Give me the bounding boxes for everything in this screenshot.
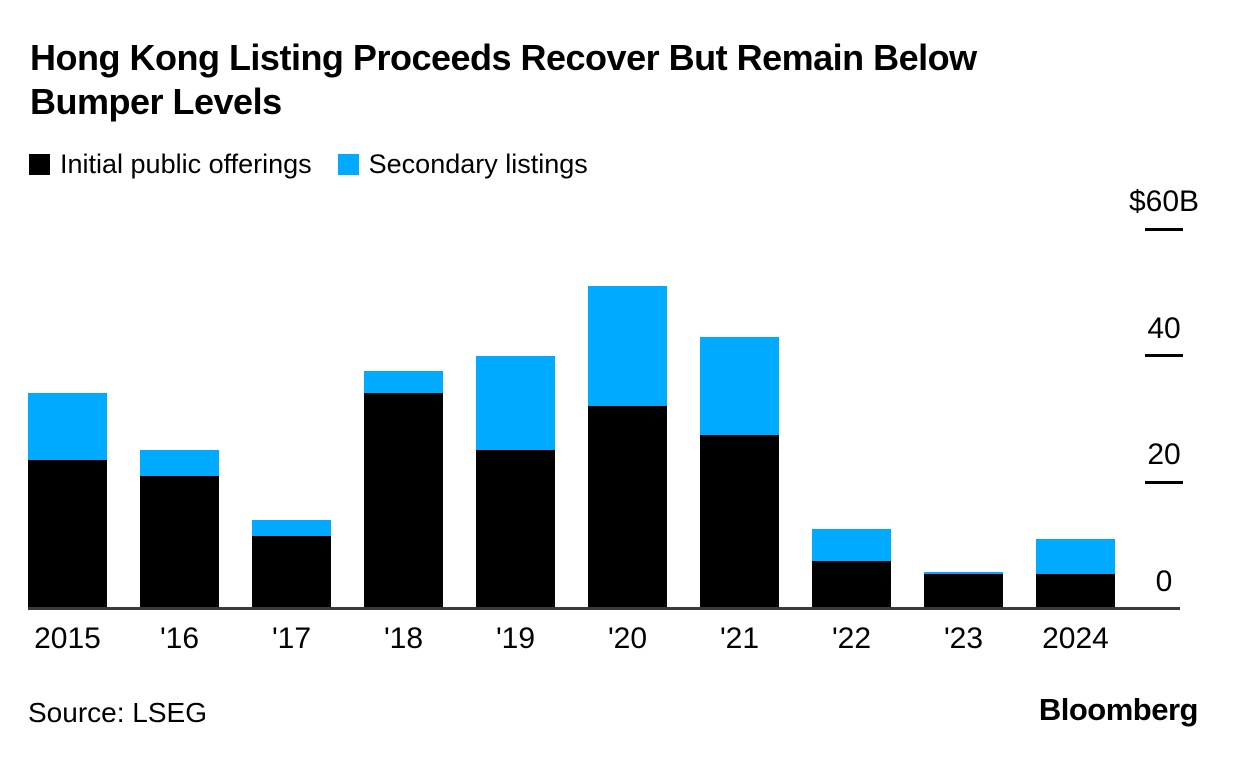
bar-segment-secondary-23 bbox=[924, 571, 1003, 574]
x-axis-label: '16 bbox=[159, 622, 200, 655]
x-axis-label: 2015 bbox=[34, 622, 101, 655]
bar-segment-ipo-23 bbox=[924, 573, 1003, 609]
x-axis-label: '18 bbox=[383, 622, 424, 655]
chart-title: Hong Kong Listing Proceeds Recover But R… bbox=[30, 37, 977, 122]
bar-segment-ipo-2015 bbox=[28, 459, 107, 609]
x-axis-label: 2024 bbox=[1042, 622, 1109, 655]
bar-segment-secondary-2015 bbox=[28, 393, 107, 460]
legend: Initial public offerings Secondary listin… bbox=[29, 151, 588, 178]
ipo-legend-swatch-icon bbox=[29, 154, 50, 175]
x-axis-label: '19 bbox=[495, 622, 536, 655]
x-axis-label: '22 bbox=[831, 622, 872, 655]
x-axis-label: '23 bbox=[943, 622, 984, 655]
bar-segment-secondary-21 bbox=[700, 336, 779, 435]
bar-segment-ipo-22 bbox=[812, 561, 891, 609]
bar-segment-secondary-22 bbox=[812, 529, 891, 562]
bar-segment-ipo-18 bbox=[364, 393, 443, 609]
bar-segment-ipo-17 bbox=[252, 535, 331, 609]
bar-segment-secondary-17 bbox=[252, 519, 331, 536]
y-axis-label: 40 bbox=[1147, 311, 1181, 345]
y-axis-tick bbox=[1145, 227, 1183, 231]
x-axis-label: '21 bbox=[719, 622, 760, 655]
legend-label: Initial public offerings bbox=[60, 149, 312, 179]
x-axis-label: '17 bbox=[271, 622, 312, 655]
bar-segment-secondary-18 bbox=[364, 371, 443, 394]
bar-segment-secondary-2024 bbox=[1036, 538, 1115, 574]
bar-segment-ipo-16 bbox=[140, 475, 219, 609]
legend-label: Secondary listings bbox=[368, 149, 588, 179]
bar-segment-ipo-2024 bbox=[1036, 573, 1115, 609]
secondary-legend-swatch-icon bbox=[337, 154, 359, 175]
bar-segment-secondary-20 bbox=[588, 285, 667, 407]
bar-segment-ipo-21 bbox=[700, 434, 779, 609]
legend-item-ipo: Initial public offerings bbox=[29, 151, 312, 178]
bar-segment-secondary-16 bbox=[140, 450, 219, 476]
bar-segment-ipo-20 bbox=[588, 406, 667, 609]
bar-segment-ipo-19 bbox=[476, 450, 555, 609]
y-axis-tick bbox=[1145, 354, 1183, 357]
x-axis-line bbox=[28, 607, 1180, 610]
bar-segment-secondary-19 bbox=[476, 355, 555, 451]
y-axis-label: 20 bbox=[1147, 438, 1181, 471]
bloomberg-logo: Bloomberg bbox=[1038, 692, 1199, 727]
y-axis-label: $60B bbox=[1128, 185, 1200, 218]
x-axis-label: '20 bbox=[607, 622, 648, 655]
y-axis-tick bbox=[1145, 480, 1183, 484]
y-axis-label: 0 bbox=[1155, 564, 1173, 598]
source-label: Source: LSEG bbox=[28, 697, 207, 728]
legend-item-secondary: Secondary listings bbox=[337, 149, 588, 179]
